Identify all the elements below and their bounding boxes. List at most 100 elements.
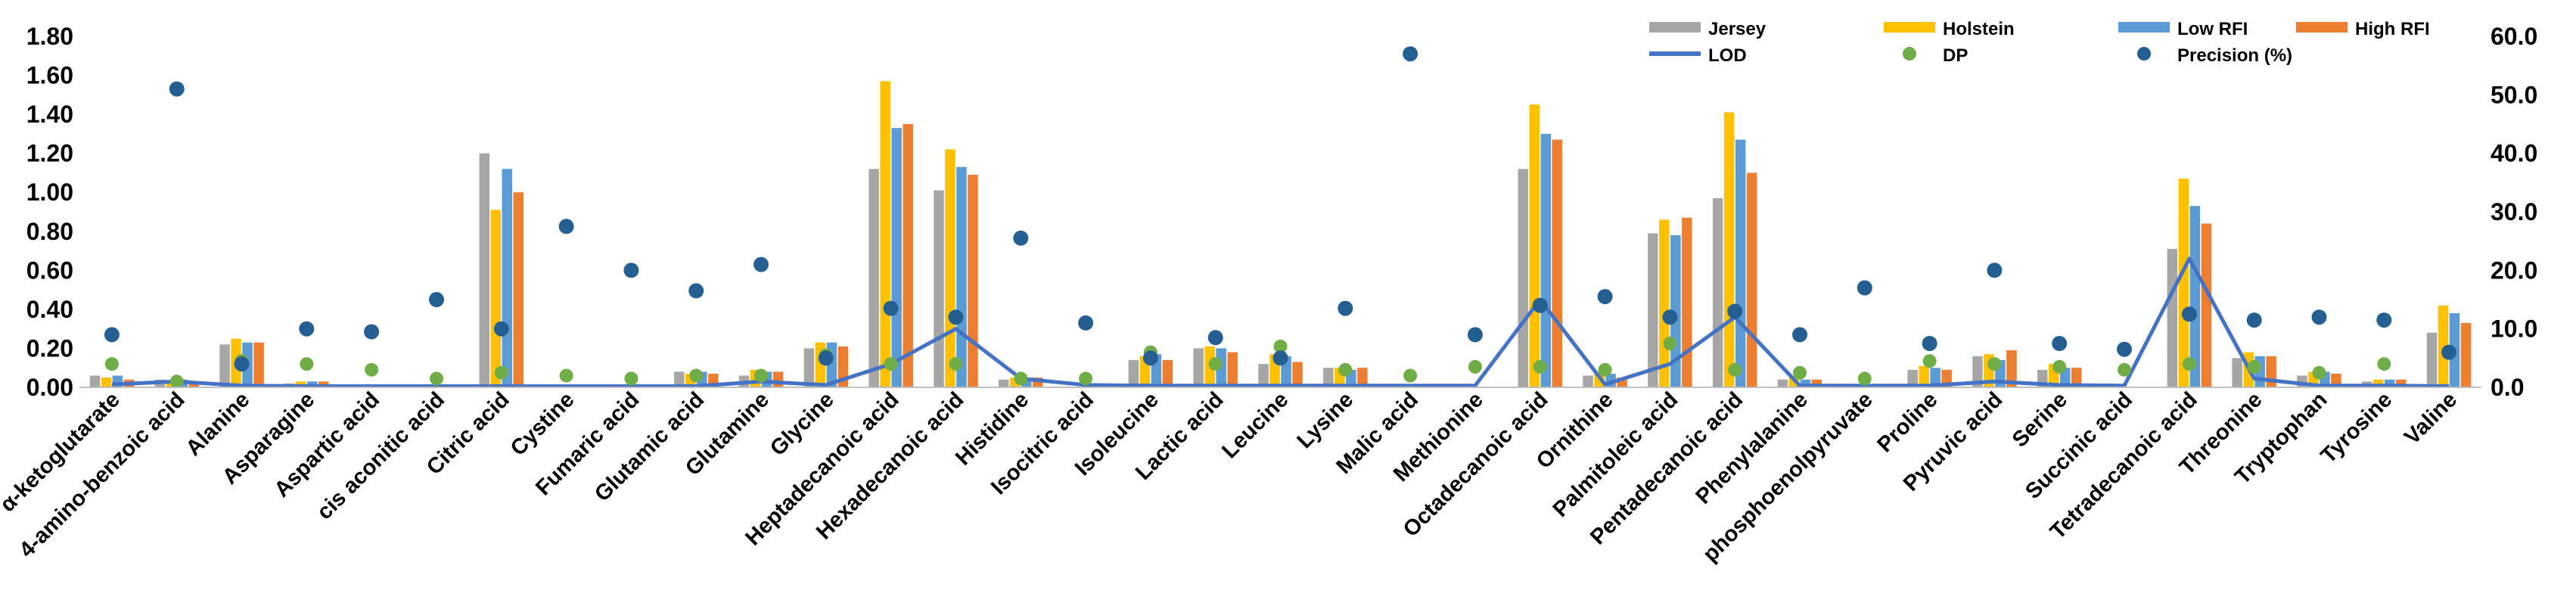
- bar-jersey-9: [674, 371, 685, 387]
- bar-high-rfi-19: [1357, 368, 1368, 387]
- bar-jersey-33: [2232, 358, 2242, 387]
- bar-jersey-14: [999, 379, 1009, 387]
- legend-swatch-dp: [1903, 47, 1916, 61]
- bar-high-rfi-26: [1811, 379, 1822, 387]
- y-right-tick-label: 30.0: [2491, 198, 2537, 225]
- bar-high-rfi-10: [772, 371, 784, 387]
- dp-point-23: [1598, 362, 1612, 377]
- legend-label-high-rfi: High RFI: [2355, 19, 2430, 39]
- bar-high-rfi-35: [2396, 379, 2407, 387]
- dp-point-29: [1987, 357, 2002, 371]
- dp-point-6: [494, 365, 508, 380]
- bar-holstein-24: [1659, 219, 1670, 387]
- bar-holstein-25: [1723, 112, 1735, 387]
- precision-point-27: [1857, 280, 1872, 296]
- dp-point-22: [1533, 359, 1547, 374]
- precision-point-6: [493, 321, 509, 337]
- precision-point-4: [364, 324, 380, 340]
- legend-label-precision: Precision (%): [2177, 45, 2292, 66]
- precision-point-11: [818, 350, 834, 366]
- bar-high-rfi-2: [253, 342, 264, 387]
- legend-swatch-holstein: [1884, 22, 1935, 33]
- precision-point-2: [234, 356, 250, 372]
- bar-jersey-6: [479, 153, 489, 387]
- y-left-tick-label: 1.00: [26, 179, 73, 206]
- precision-point-3: [299, 321, 315, 337]
- y-right-tick-label: 20.0: [2491, 256, 2537, 284]
- lod-line: [111, 256, 2450, 388]
- bar-high-rfi-18: [1292, 362, 1303, 387]
- bar-low-rfi-14: [1021, 379, 1032, 387]
- precision-point-17: [1207, 330, 1223, 346]
- bar-jersey-17: [1193, 348, 1204, 387]
- x-category-label: Phenylalanine: [1691, 387, 1813, 509]
- bar-low-rfi-6: [502, 169, 512, 388]
- bar-high-rfi-30: [2071, 368, 2082, 387]
- y-right-tick-label: 50.0: [2491, 81, 2537, 108]
- precision-point-28: [1922, 336, 1937, 351]
- precision-point-13: [948, 309, 964, 325]
- x-category-label: Glutamic acid: [590, 387, 709, 506]
- marker-series-group: [104, 46, 2457, 389]
- bar-high-rfi-36: [2460, 322, 2472, 387]
- bar-low-rfi-35: [2385, 379, 2395, 387]
- precision-point-33: [2246, 312, 2262, 328]
- precision-point-15: [1078, 315, 1094, 331]
- bar-holstein-22: [1529, 104, 1540, 387]
- bar-jersey-26: [1777, 379, 1788, 387]
- bar-holstein-12: [880, 81, 890, 388]
- precision-point-9: [688, 283, 704, 299]
- y-left-tick-label: 1.20: [26, 140, 73, 167]
- x-category-label: Serine: [2008, 387, 2072, 452]
- x-category-label: Leucine: [1217, 387, 1293, 463]
- bar-low-rfi-25: [1735, 139, 1746, 387]
- bar-jersey-24: [1648, 233, 1658, 387]
- dp-point-7: [559, 368, 573, 383]
- dp-point-30: [2052, 359, 2067, 374]
- dp-point-19: [1338, 362, 1353, 377]
- legend-label-lod: LOD: [1708, 45, 1747, 66]
- x-category-label: Valine: [2400, 387, 2462, 449]
- y-left-tick-label: 0.00: [26, 374, 73, 401]
- bar-high-rfi-24: [1682, 217, 1692, 387]
- dp-point-35: [2377, 357, 2391, 371]
- bar-high-rfi-25: [1746, 172, 1757, 387]
- legend: Jersey Holstein Low RFI High RFI LOD DP Precis…: [1649, 19, 2430, 66]
- dp-point-25: [1728, 362, 1742, 377]
- dp-point-10: [754, 368, 768, 383]
- bar-high-rfi-17: [1227, 352, 1238, 387]
- precision-point-31: [2117, 341, 2132, 357]
- dp-point-12: [884, 357, 898, 371]
- bar-low-rfi-13: [956, 166, 967, 387]
- bar-jersey-36: [2426, 332, 2438, 387]
- bar-jersey-19: [1323, 368, 1334, 387]
- bar-high-rfi-22: [1552, 139, 1562, 387]
- x-category-label: Lysine: [1292, 387, 1358, 453]
- dp-point-15: [1079, 371, 1093, 386]
- legend-swatch-low-rfi: [2118, 22, 2170, 33]
- precision-point-29: [1987, 263, 2003, 278]
- legend-label-dp: DP: [1943, 45, 1968, 66]
- dp-point-33: [2247, 359, 2261, 374]
- legend-label-jersey: Jersey: [1708, 19, 1767, 39]
- precision-point-22: [1532, 297, 1548, 313]
- precision-point-34: [2311, 309, 2327, 325]
- legend-label-low-rfi: Low RFI: [2177, 19, 2248, 39]
- bar-holstein-13: [945, 149, 956, 387]
- bar-high-rfi-6: [513, 192, 524, 387]
- dp-point-4: [365, 362, 379, 377]
- bar-jersey-12: [869, 169, 879, 388]
- y-left-tick-label: 1.80: [26, 23, 73, 50]
- dp-point-20: [1403, 368, 1418, 383]
- bar-jersey-23: [1583, 375, 1593, 387]
- precision-point-18: [1272, 350, 1288, 366]
- dp-point-18: [1273, 339, 1288, 353]
- dp-point-26: [1793, 365, 1807, 380]
- dp-point-34: [2312, 365, 2326, 380]
- dp-point-14: [1014, 371, 1028, 386]
- bar-jersey-18: [1258, 364, 1269, 387]
- bar-jersey-2: [219, 344, 230, 387]
- precision-point-24: [1662, 309, 1678, 325]
- dp-point-28: [1922, 354, 1937, 368]
